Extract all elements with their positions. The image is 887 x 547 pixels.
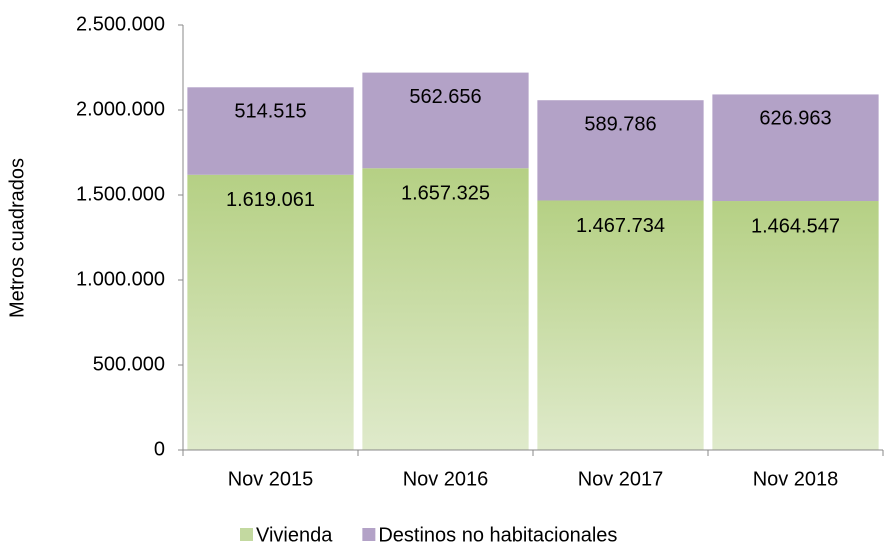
bar-segment	[362, 72, 529, 169]
value-label: 626.963	[759, 108, 831, 130]
y-tick-label: 2.000.000	[76, 98, 165, 120]
x-tick-label: Nov 2017	[578, 468, 664, 490]
legend-label: Vivienda	[256, 524, 333, 546]
bar-segment	[187, 87, 354, 175]
x-tick-label: Nov 2015	[228, 468, 314, 490]
value-label: 1.464.547	[751, 215, 840, 237]
value-label: 514.515	[234, 101, 306, 123]
value-label: 589.786	[584, 114, 656, 136]
value-label: 1.467.734	[576, 215, 665, 237]
legend-swatch	[240, 528, 253, 541]
x-tick-label: Nov 2016	[403, 468, 489, 490]
bar-segment	[537, 100, 704, 201]
y-tick-label: 1.500.000	[76, 183, 165, 205]
bar-segment	[362, 168, 529, 450]
bar-segment	[712, 94, 879, 202]
y-tick-label: 0	[154, 438, 165, 460]
bar-segment	[187, 174, 354, 450]
x-tick-label: Nov 2018	[753, 468, 839, 490]
legend-swatch	[362, 528, 376, 541]
bar-segment	[712, 201, 879, 450]
y-axis-title: Metros cuadrados	[6, 158, 28, 318]
bar-segment	[537, 200, 704, 450]
y-tick-label: 500.000	[93, 353, 165, 375]
legend-label: Destinos no habitacionales	[378, 524, 617, 546]
value-label: 1.657.325	[401, 183, 490, 205]
value-label: 1.619.061	[226, 189, 315, 211]
y-tick-label: 2.500.000	[76, 13, 165, 35]
y-tick-label: 1.000.000	[76, 268, 165, 290]
value-label: 562.656	[409, 86, 481, 108]
